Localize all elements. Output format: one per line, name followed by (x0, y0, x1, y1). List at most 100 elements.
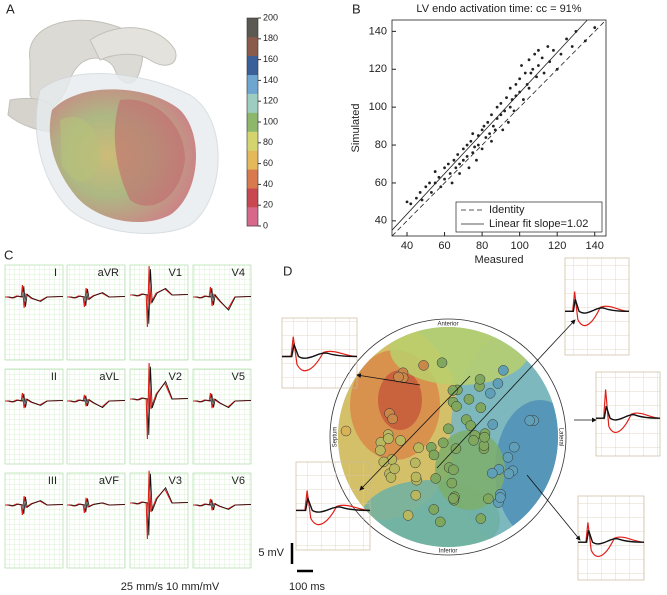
electrode (410, 490, 422, 501)
point (522, 98, 525, 101)
arrow (526, 474, 581, 541)
colorbar-tick-label: 200 (263, 12, 278, 22)
colorbar-segment (247, 36, 258, 57)
point (433, 181, 437, 185)
arrow (359, 375, 471, 491)
ecg-trace-simulated (132, 269, 189, 324)
point (510, 98, 514, 101)
bullseye: Anterior Inferior Septum Lateral 5 mV 10… (258, 257, 661, 593)
ecg-trace-measured (193, 286, 252, 310)
point (467, 166, 471, 170)
electrode (468, 435, 479, 446)
point (446, 162, 450, 166)
panel-label: B (352, 1, 361, 16)
trace-box (295, 461, 371, 551)
point (420, 198, 424, 202)
point (488, 132, 492, 136)
trace-box (564, 257, 630, 356)
point (428, 181, 431, 185)
x-tick-label: 120 (548, 240, 566, 252)
point (484, 136, 488, 139)
ecg-trace-measured (130, 470, 189, 540)
point (491, 124, 495, 128)
ecg-grid (192, 368, 252, 465)
heart-illustration (7, 19, 219, 234)
y-tick-label: 40 (375, 215, 387, 227)
point (542, 71, 546, 75)
ecg-trace-simulated (69, 288, 126, 307)
electrode (410, 471, 422, 483)
colorbar-segment (247, 150, 258, 170)
x-tick-label: 100 (510, 240, 528, 252)
orientation-label: Anterior (437, 322, 458, 328)
y-tick-label: 140 (369, 25, 387, 37)
point (531, 67, 535, 71)
trace-simulated (565, 299, 630, 314)
colorbar-tick-label: 0 (263, 220, 268, 230)
point (548, 60, 552, 64)
ecg-trace-measured (193, 498, 252, 511)
electrode (409, 457, 421, 469)
ecg-grid (4, 472, 64, 569)
point (520, 64, 523, 67)
trace-box (281, 317, 358, 389)
ecg-trace-simulated (132, 473, 189, 536)
bullseye-outline (329, 318, 567, 556)
point (490, 113, 493, 117)
electrode (503, 468, 515, 479)
electrode (451, 401, 462, 412)
point (570, 45, 574, 48)
point (465, 155, 469, 158)
panel-label: C (4, 247, 13, 262)
point (559, 52, 563, 56)
point (540, 56, 544, 60)
point (475, 158, 478, 162)
point (493, 128, 497, 132)
ecg-lead-label: I (54, 267, 57, 279)
electrode (395, 435, 406, 446)
electrode (483, 493, 494, 505)
electrode (430, 473, 441, 484)
point (506, 120, 510, 124)
trace-measured (565, 291, 630, 326)
point (471, 151, 475, 155)
trace-measured (282, 336, 358, 372)
ecg-grid (66, 472, 126, 569)
ecg-lead-label: V2 (169, 371, 182, 383)
point (437, 175, 441, 179)
electrode (387, 413, 398, 425)
electrode (393, 371, 404, 383)
ecg-lead-label: V3 (169, 475, 182, 487)
ecg-grid (66, 264, 126, 361)
point (525, 83, 529, 86)
point (537, 64, 540, 67)
x-tick-label: 40 (401, 240, 413, 252)
point (469, 139, 473, 143)
electrode (450, 443, 462, 454)
point (505, 96, 508, 100)
ecg-lead-label: III (48, 475, 57, 487)
colorbar-tick-label: 120 (263, 96, 278, 106)
electrode (413, 442, 424, 453)
point (583, 39, 587, 43)
point (490, 139, 493, 143)
y-tick-label: 100 (369, 101, 387, 113)
point (508, 86, 512, 90)
colorbar-tick-label: 180 (263, 33, 278, 43)
ecg-grid (129, 264, 189, 361)
y-tick-label: 120 (369, 63, 387, 75)
electrode (475, 402, 487, 413)
orientation-label: Lateral (557, 428, 563, 446)
electrode (437, 437, 449, 449)
point (527, 58, 531, 62)
electrode (474, 374, 486, 385)
colorbar-segment (247, 131, 258, 151)
point (518, 77, 522, 81)
ecg-trace-measured (5, 284, 64, 308)
electrode (443, 423, 454, 434)
point (458, 162, 461, 166)
point (482, 124, 486, 128)
electrode (402, 510, 414, 521)
point (424, 185, 428, 189)
colorbar-segment (247, 55, 258, 76)
